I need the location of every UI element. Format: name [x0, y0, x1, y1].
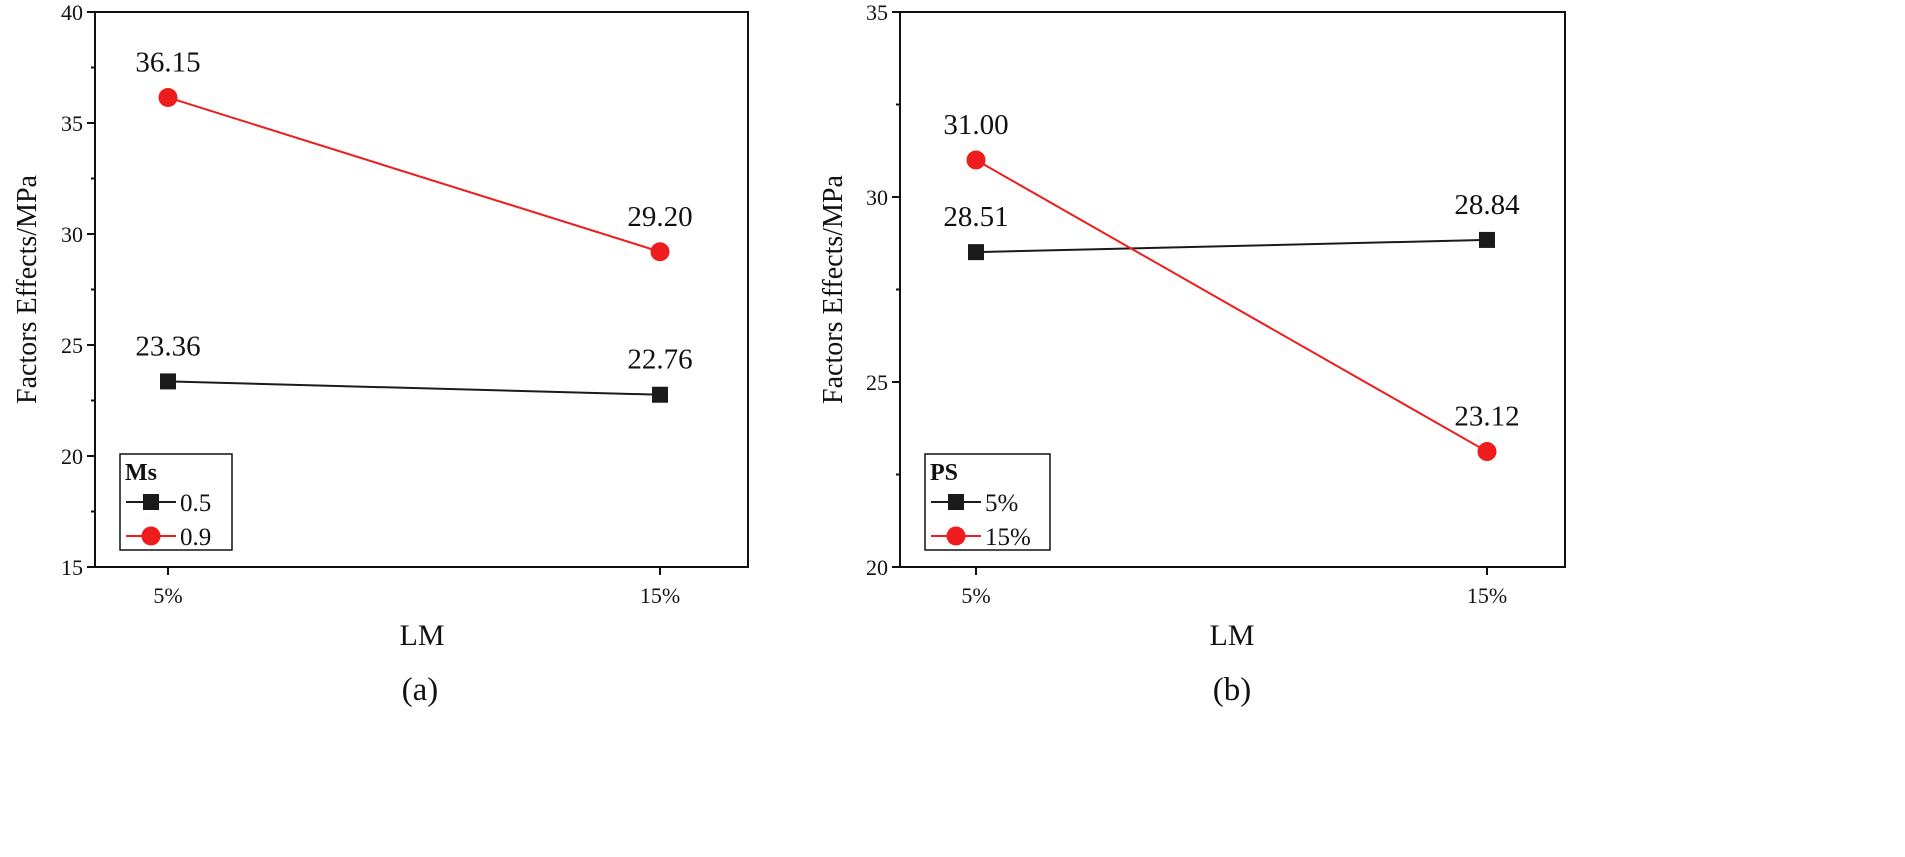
y-tick-label: 30: [866, 185, 888, 210]
data-label: 28.84: [1454, 189, 1520, 221]
data-label: 31.00: [943, 109, 1008, 141]
series-5-square-line: [975, 238, 1488, 254]
y-tick-label: 35: [61, 111, 83, 136]
y-tick-label: 35: [866, 0, 888, 25]
legend-item: 5%: [931, 490, 1018, 517]
y-tick-label: 20: [61, 444, 83, 469]
legend-item: 15%: [931, 524, 1031, 551]
legend: PS 5% 15%: [924, 453, 1051, 551]
legend-label: 0.9: [180, 524, 211, 551]
legend-label: 5%: [985, 490, 1018, 517]
legend-label: 15%: [985, 524, 1031, 551]
y-axis-label: Factors Effects/MPa: [818, 174, 849, 403]
y-tick-label: 20: [866, 555, 888, 580]
x-tick-label: 5%: [961, 583, 990, 608]
x-tick-label: 15%: [1467, 583, 1507, 608]
series-5-square-marker: [968, 244, 984, 261]
series-15-circle-marker: [966, 150, 986, 170]
series-09-circle-marker: [158, 87, 178, 107]
data-label: 36.15: [135, 46, 200, 78]
y-axis-label: Factors Effects/MPa: [12, 174, 43, 403]
legend-item: 0.9: [126, 524, 211, 551]
series-09-circle-marker: [650, 242, 670, 262]
series-09-circle-line: [167, 96, 661, 253]
y-tick-label: 40: [61, 0, 83, 25]
x-tick-label: 5%: [153, 583, 182, 608]
chart-panel-b: 20 25 30 35 5% 15% LM Factors Effects/MPa (b) 28.…: [818, 0, 1566, 708]
legend-item: 0.5: [126, 490, 211, 517]
data-label: 23.36: [135, 330, 200, 362]
legend-label: 0.5: [180, 490, 211, 517]
x-axis-label: LM: [1210, 619, 1255, 652]
y-tick-label: 15: [61, 555, 83, 580]
series-05-square-marker: [652, 386, 668, 403]
data-label: 23.12: [1454, 401, 1519, 433]
circle-marker-icon: [946, 526, 966, 546]
series-05-square-line: [167, 380, 661, 396]
square-marker-icon: [948, 494, 964, 510]
data-label: 28.51: [943, 201, 1008, 233]
y-tick-label: 25: [866, 370, 888, 395]
series-05-square-marker: [160, 373, 176, 390]
panel-caption: (a): [402, 672, 439, 708]
legend: Ms 0.5 0.9: [119, 453, 233, 551]
legend-title: Ms: [125, 460, 157, 486]
chart-panel-a: 15 20 25 30 35 40 5% 15% LM Factors Effects/MPa (a…: [12, 0, 749, 708]
square-marker-icon: [143, 494, 159, 510]
legend-title: PS: [930, 460, 958, 486]
series-5-square-marker: [1479, 231, 1495, 248]
x-axis-label: LM: [400, 619, 445, 652]
series-15-circle-marker: [1477, 442, 1497, 462]
y-tick-label: 30: [61, 222, 83, 247]
data-label: 29.20: [627, 201, 692, 233]
panel-caption: (b): [1213, 672, 1251, 708]
x-tick-label: 15%: [640, 583, 680, 608]
y-tick-label: 25: [61, 333, 83, 358]
series-15-circle-line: [975, 159, 1488, 453]
circle-marker-icon: [141, 526, 161, 546]
data-label: 22.76: [627, 344, 692, 376]
